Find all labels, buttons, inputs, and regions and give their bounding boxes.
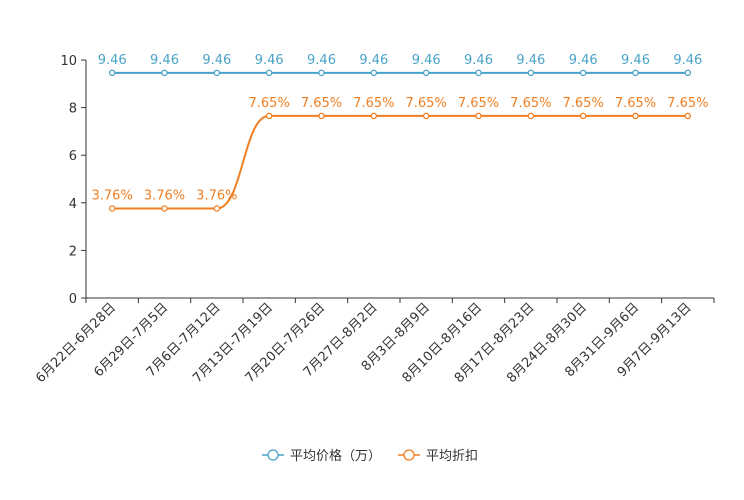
data-label: 9.46 xyxy=(621,53,650,68)
y-tick-label: 8 xyxy=(69,102,77,117)
legend-label: 平均价格（万） xyxy=(290,448,381,464)
data-label: 9.46 xyxy=(98,53,127,68)
data-label: 3.76% xyxy=(144,189,185,204)
data-label: 7.65% xyxy=(458,96,499,111)
y-tick-label: 2 xyxy=(69,244,77,259)
data-point xyxy=(684,112,692,120)
data-point xyxy=(579,112,587,120)
data-point xyxy=(422,112,430,120)
data-point xyxy=(265,69,273,77)
data-label: 7.65% xyxy=(510,96,551,111)
data-point xyxy=(108,205,116,212)
data-label: 7.65% xyxy=(301,96,342,111)
data-point xyxy=(475,112,482,120)
data-label: 9.46 xyxy=(255,53,284,68)
data-label: 7.65% xyxy=(406,96,447,111)
data-label: 9.46 xyxy=(412,53,441,68)
data-point xyxy=(318,112,325,120)
data-label: 7.65% xyxy=(563,96,604,111)
data-label: 9.46 xyxy=(150,53,179,68)
legend-item-1: 平均价格（万） xyxy=(262,448,381,464)
data-point xyxy=(632,69,639,77)
data-label: 9.46 xyxy=(464,53,493,68)
data-label: 7.65% xyxy=(615,96,656,111)
series-layer: 9.46 9.46 9.46 9.46 9.46 9.46 9.46 9.46 9.46 9.46… xyxy=(92,53,708,212)
data-point xyxy=(527,69,535,77)
y-tick-label: 0 xyxy=(69,292,77,307)
series-line xyxy=(112,114,688,210)
data-label: 3.76% xyxy=(92,189,133,204)
data-point xyxy=(684,69,692,77)
data-label: 9.46 xyxy=(307,53,336,68)
data-label: 9.46 xyxy=(359,53,388,68)
legend-item-2: 平均折扣 xyxy=(398,449,478,464)
data-point xyxy=(265,112,273,120)
data-point xyxy=(161,205,168,212)
data-point xyxy=(213,69,221,77)
y-tick-label: 10 xyxy=(60,54,77,69)
data-label: 9.46 xyxy=(569,53,598,68)
data-point xyxy=(213,205,221,212)
legend: 平均价格（万） 平均折扣 xyxy=(262,448,478,464)
data-point xyxy=(108,69,116,77)
data-point xyxy=(318,69,325,77)
data-point xyxy=(527,112,535,120)
data-label: 7.65% xyxy=(353,96,394,111)
data-point xyxy=(422,69,430,77)
data-point xyxy=(161,69,168,77)
data-point xyxy=(632,112,639,120)
series-1: 9.46 9.46 9.46 9.46 9.46 9.46 9.46 9.46 9.46 9.46… xyxy=(98,53,702,77)
data-label: 9.46 xyxy=(202,53,231,68)
data-label: 7.65% xyxy=(667,96,708,111)
data-point xyxy=(475,69,482,77)
data-label: 9.46 xyxy=(673,53,702,68)
y-tick-label: 6 xyxy=(69,149,77,164)
y-tick-label: 4 xyxy=(69,197,77,212)
legend-marker xyxy=(403,449,415,461)
data-point xyxy=(370,112,378,120)
data-label: 7.65% xyxy=(249,96,290,111)
data-label: 3.76% xyxy=(196,189,237,204)
legend-marker xyxy=(267,449,279,461)
data-point xyxy=(370,69,378,77)
series-2: 3.76% 3.76% 3.76% 7.65% 7.65% 7.65% 7.65% 7.65%… xyxy=(92,96,708,212)
data-point xyxy=(579,69,587,77)
legend-label: 平均折扣 xyxy=(426,449,478,464)
data-label: 9.46 xyxy=(516,53,545,68)
